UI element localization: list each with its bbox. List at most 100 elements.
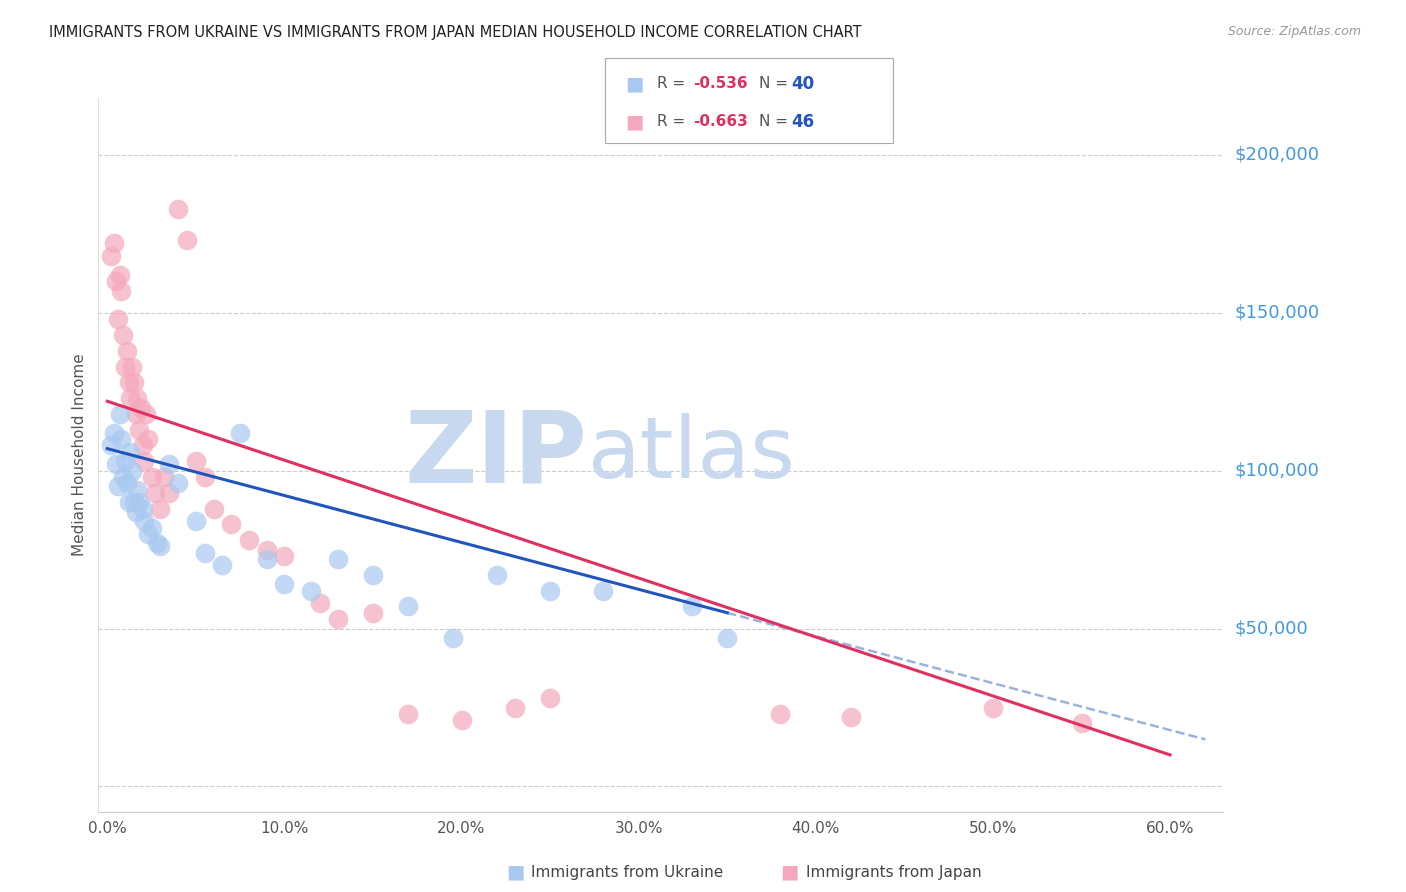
Point [122, 495, 145, 509]
Point [103, 425, 125, 440]
Point [681, 599, 703, 614]
Point [361, 606, 384, 620]
Point [184, 454, 207, 468]
Point [157, 485, 180, 500]
Point [273, 549, 295, 563]
Text: ■: ■ [506, 863, 524, 882]
Point [117, 495, 139, 509]
Point [238, 533, 260, 548]
Point [273, 577, 295, 591]
Point [105, 274, 128, 288]
Point [100, 438, 122, 452]
Text: ■: ■ [780, 863, 799, 882]
Point [326, 552, 349, 566]
Point [134, 514, 156, 528]
Point [129, 401, 152, 415]
Point [194, 470, 217, 484]
Point [308, 596, 330, 610]
Text: IMMIGRANTS FROM UKRAINE VS IMMIGRANTS FROM JAPAN MEDIAN HOUSEHOLD INCOME CORRELA: IMMIGRANTS FROM UKRAINE VS IMMIGRANTS FR… [49, 25, 862, 40]
Text: R =: R = [657, 76, 690, 91]
Point [124, 505, 146, 519]
Point [121, 464, 143, 478]
Point [122, 376, 145, 390]
Point [120, 391, 142, 405]
Text: Immigrants from Ukraine: Immigrants from Ukraine [531, 865, 724, 880]
Point [229, 425, 252, 440]
Point [503, 700, 526, 714]
Point [105, 458, 128, 472]
Point [396, 599, 419, 614]
Point [361, 568, 384, 582]
Point [141, 520, 163, 534]
Point [769, 706, 792, 721]
Y-axis label: Median Household Income: Median Household Income [72, 353, 87, 557]
Text: 40: 40 [792, 75, 814, 93]
Point [107, 479, 129, 493]
Point [127, 391, 149, 405]
Point [211, 558, 233, 573]
Point [115, 476, 138, 491]
Point [108, 268, 131, 282]
Point [110, 432, 132, 446]
Point [202, 501, 225, 516]
Point [146, 536, 169, 550]
Text: -0.536: -0.536 [693, 76, 748, 91]
Point [121, 359, 143, 374]
Text: $100,000: $100,000 [1234, 462, 1319, 480]
Point [114, 359, 136, 374]
Point [1070, 716, 1092, 731]
Point [716, 631, 738, 645]
Point [112, 470, 135, 484]
Text: $200,000: $200,000 [1234, 146, 1319, 164]
Point [153, 470, 176, 484]
Point [981, 700, 1004, 714]
Point [107, 312, 129, 326]
Point [441, 631, 464, 645]
Point [176, 233, 198, 247]
Text: N =: N = [759, 114, 793, 129]
Point [108, 407, 131, 421]
Point [157, 458, 180, 472]
Point [184, 514, 207, 528]
Text: 46: 46 [792, 112, 814, 130]
Text: Immigrants from Japan: Immigrants from Japan [806, 865, 981, 880]
Point [167, 476, 190, 491]
Point [103, 236, 125, 251]
Text: Source: ZipAtlas.com: Source: ZipAtlas.com [1227, 25, 1361, 38]
Point [100, 249, 122, 263]
Point [128, 495, 150, 509]
Text: ZIP: ZIP [405, 407, 588, 503]
Point [136, 432, 159, 446]
Point [131, 438, 153, 452]
Point [112, 327, 135, 342]
Text: ■: ■ [626, 112, 644, 131]
Text: atlas: atlas [588, 413, 796, 497]
Point [128, 423, 150, 437]
Point [124, 407, 146, 421]
Point [134, 454, 156, 468]
Point [299, 583, 322, 598]
Point [114, 454, 136, 468]
Point [256, 552, 278, 566]
Point [127, 483, 149, 497]
Point [141, 470, 163, 484]
Point [839, 710, 862, 724]
Point [450, 713, 472, 727]
Text: $50,000: $50,000 [1234, 620, 1308, 638]
Point [149, 501, 172, 516]
Point [115, 343, 138, 358]
Text: ■: ■ [626, 74, 644, 93]
Point [136, 526, 159, 541]
Point [110, 284, 132, 298]
Point [167, 202, 190, 216]
Point [135, 407, 157, 421]
Text: N =: N = [759, 76, 793, 91]
Point [194, 546, 217, 560]
Point [538, 691, 561, 706]
Point [131, 501, 153, 516]
Point [396, 706, 419, 721]
Point [120, 444, 142, 458]
Point [149, 540, 172, 554]
Point [485, 568, 508, 582]
Point [143, 485, 166, 500]
